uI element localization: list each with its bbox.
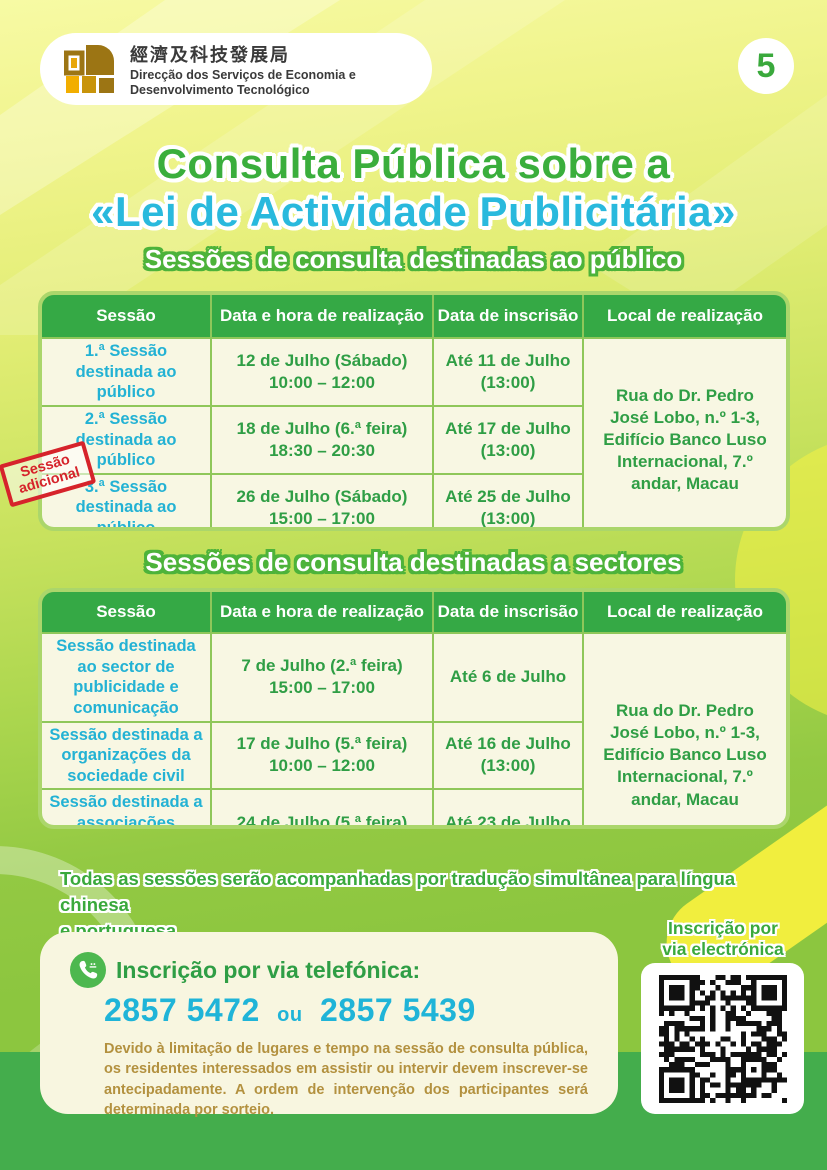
table-cell-deadline: Até 16 de Julho (13:00) (434, 722, 582, 789)
table-cell-datetime: 7 de Julho (2.ª feira) 15:00 – 17:00 (212, 634, 432, 721)
phone-number-1: 2857 5472 (104, 992, 260, 1028)
agency-logo-pill: 經濟及科技發展局 Direcção dos Serviços de Econom… (40, 33, 432, 105)
table-cell-deadline: Até 25 de Julho (13:00) (434, 474, 582, 527)
column-header-datetime: Data e hora de realização (212, 592, 432, 632)
table-cell-deadline: Até 6 de Julho (434, 634, 582, 721)
table-cell-datetime: 26 de Julho (Sábado) 15:00 – 17:00 (212, 474, 432, 527)
table-cell-datetime: 24 de Julho (5.ª feira) 15:00 – 17:00 (212, 790, 432, 825)
table-cell-session: Sessão destinada ao sector de publicidad… (42, 634, 210, 721)
poster-title: Consulta Pública sobre a «Lei de Activid… (0, 140, 827, 236)
column-header-session: Sessão (42, 592, 210, 632)
table-cell-session: Sessão destinada a associações comerciai… (42, 790, 210, 825)
public-sessions-table: Sessão Data e hora de realização Data de… (38, 291, 790, 531)
registration-notice: Devido à limitação de lugares e tempo na… (104, 1041, 588, 1118)
phone-number-separator: ou (277, 1004, 303, 1026)
table-cell-session: 3.ª Sessão destinada ao público (42, 474, 210, 527)
qr-card (641, 963, 804, 1114)
phone-number-2: 2857 5439 (319, 992, 476, 1028)
table-cell-datetime: 12 de Julho (Sábado) 10:00 – 12:00 (212, 339, 432, 405)
table-cell-location: Rua do Dr. Pedro José Lobo, n.º 1-3, Edi… (584, 339, 786, 527)
phone-numbers: 2857 5472 ou 2857 5439 (104, 992, 594, 1029)
table-cell-location: Rua do Dr. Pedro José Lobo, n.º 1-3, Edi… (584, 634, 786, 825)
sector-sessions-table: Sessão Data e hora de realização Data de… (38, 588, 790, 829)
agency-name-block: 經濟及科技發展局 Direcção dos Serviços de Econom… (130, 41, 356, 98)
phone-icon (70, 952, 106, 988)
phone-title-row: Inscrição por via telefónica: (56, 952, 594, 988)
column-header-deadline: Data de inscrisão (434, 592, 582, 632)
section-title-sectors: Sessões de consulta destinadas a sectore… (145, 547, 682, 577)
column-header-location: Local de realização (584, 592, 786, 632)
phone-registration-card: Inscrição por via telefónica: 2857 5472 … (40, 932, 618, 1118)
phone-registration-title: Inscrição por via telefónica: (116, 956, 421, 983)
agency-name-zh: 經濟及科技發展局 (130, 44, 290, 65)
table-cell-deadline: Até 11 de Julho (13:00) (434, 339, 582, 405)
poster-title-line2: «Lei de Actividade Publicitária» (91, 187, 736, 235)
column-header-session: Sessão (42, 295, 210, 337)
column-header-deadline: Data de inscrisão (434, 295, 582, 337)
column-header-location: Local de realização (584, 295, 786, 337)
dsedt-logo-icon (64, 45, 114, 93)
table-cell-session: Sessão destinada a organizações da socie… (42, 722, 210, 789)
section-title-public: Sessões de consulta destinadas ao públic… (144, 244, 683, 274)
page-number-badge: 5 (738, 38, 794, 94)
table-cell-session: 1.ª Sessão destinada ao público (42, 339, 210, 405)
poster-title-line1: Consulta Pública sobre a (156, 140, 671, 187)
qr-registration-label: Inscrição por via electrónica (662, 918, 784, 959)
agency-name-pt: Direcção dos Serviços de Economia e Dese… (130, 67, 356, 97)
table-cell-datetime: 17 de Julho (5.ª feira) 10:00 – 12:00 (212, 722, 432, 789)
table-cell-datetime: 18 de Julho (6.ª feira) 18:30 – 20:30 (212, 406, 432, 473)
column-header-datetime: Data e hora de realização (212, 295, 432, 337)
table-cell-deadline: Até 17 de Julho (13:00) (434, 406, 582, 473)
qr-code-icon (658, 974, 787, 1103)
table-cell-deadline: Até 23 de Julho (13:00) (434, 790, 582, 825)
